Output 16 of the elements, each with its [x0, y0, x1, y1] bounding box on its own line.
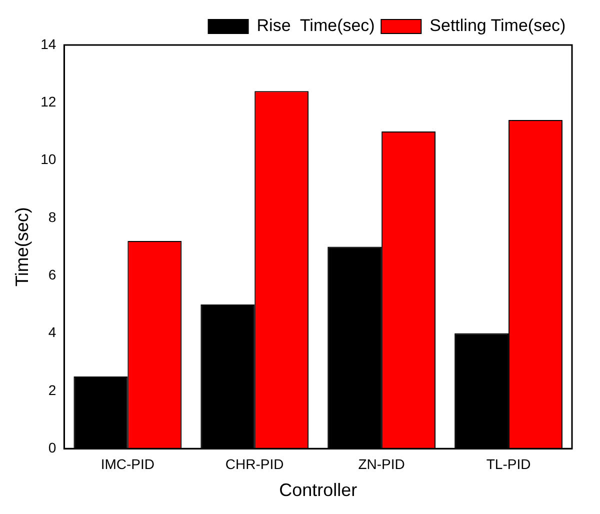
- y-tick-label: 2: [48, 382, 56, 398]
- y-tick-label: 0: [48, 439, 56, 456]
- x-tick-label: TL-PID: [486, 456, 531, 472]
- y-tick-label: 12: [40, 94, 56, 110]
- legend-label: Rise Time(sec): [256, 16, 375, 36]
- y-tick-label: 10: [40, 151, 56, 168]
- legend-label: Settling Time(sec): [430, 16, 566, 36]
- y-axis-title: Time(sec): [12, 207, 32, 286]
- y-tick-label: 6: [48, 266, 56, 282]
- y-tick-label: 14: [40, 36, 56, 52]
- x-tick-label: CHR-PID: [225, 456, 284, 472]
- x-axis-title: Controller: [279, 480, 358, 500]
- y-tick-label: 8: [48, 208, 56, 225]
- x-tick-label: ZN-PID: [358, 456, 405, 472]
- y-tick-label: 4: [48, 324, 56, 340]
- x-tick-label: IMC-PID: [100, 456, 154, 472]
